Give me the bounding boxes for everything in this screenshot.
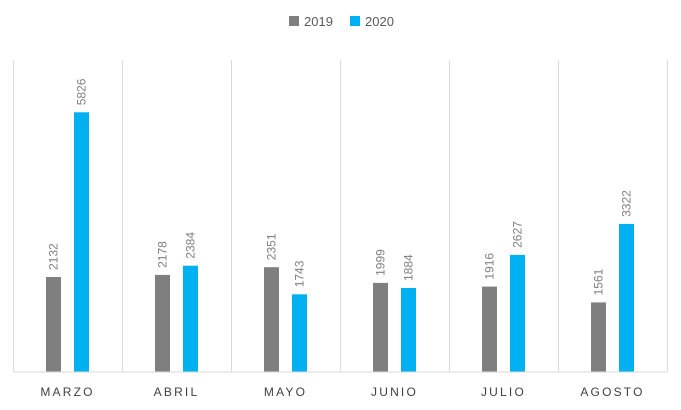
data-label-2019-agosto: 1561 bbox=[592, 268, 606, 295]
bar-2019-abril bbox=[155, 274, 170, 372]
bars bbox=[46, 112, 634, 373]
bar-2019-junio bbox=[373, 282, 388, 372]
bar-2020-agosto bbox=[619, 223, 634, 372]
data-label-2019-abril: 2178 bbox=[156, 241, 170, 268]
category-label-junio: JUNIO bbox=[371, 385, 418, 399]
bar-2020-julio bbox=[510, 254, 525, 372]
category-label-marzo: MARZO bbox=[40, 385, 94, 399]
data-labels: 2132 5826 2178 2384 2351 1743 1999 1884 1916 2627… bbox=[47, 78, 634, 295]
bar-2020-abril bbox=[183, 265, 198, 372]
data-label-2020-mayo: 1743 bbox=[293, 260, 307, 287]
data-label-2019-julio: 1916 bbox=[483, 253, 497, 280]
legend: 2019 2020 bbox=[289, 14, 394, 29]
data-label-2020-junio: 1884 bbox=[402, 254, 416, 281]
legend-label-2020: 2020 bbox=[365, 14, 394, 29]
data-label-2020-agosto: 3322 bbox=[620, 190, 634, 217]
bar-2019-marzo bbox=[46, 277, 61, 372]
bar-2019-julio bbox=[482, 286, 497, 372]
category-grid bbox=[13, 60, 668, 372]
category-label-mayo: MAYO bbox=[264, 385, 307, 399]
legend-swatch-2020 bbox=[350, 16, 360, 26]
data-label-2019-marzo: 2132 bbox=[47, 243, 61, 270]
bar-2020-mayo bbox=[292, 294, 307, 372]
bar-2020-marzo bbox=[74, 112, 89, 373]
data-label-2020-marzo: 5826 bbox=[75, 78, 89, 105]
category-label-abril: ABRIL bbox=[154, 385, 200, 399]
bar-2019-agosto bbox=[591, 302, 606, 372]
bar-2020-junio bbox=[401, 288, 416, 372]
bar-2019-mayo bbox=[264, 267, 279, 372]
data-label-2019-mayo: 2351 bbox=[265, 233, 279, 260]
data-label-2020-abril: 2384 bbox=[184, 232, 198, 259]
data-label-2019-junio: 1999 bbox=[374, 249, 388, 276]
category-label-julio: JULIO bbox=[481, 385, 526, 399]
category-label-agosto: AGOSTO bbox=[580, 385, 644, 399]
legend-label-2019: 2019 bbox=[304, 14, 333, 29]
data-label-2020-julio: 2627 bbox=[511, 221, 525, 248]
legend-swatch-2019 bbox=[289, 16, 299, 26]
category-labels: MARZO ABRIL MAYO JUNIO JULIO AGOSTO bbox=[40, 385, 644, 399]
